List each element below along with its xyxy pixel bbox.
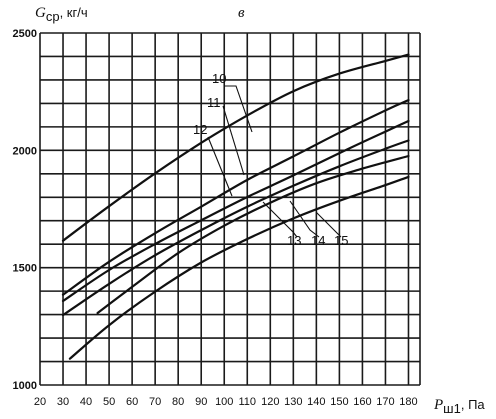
y-tick-label: 2000 xyxy=(13,145,37,157)
y-tick-label: 1000 xyxy=(13,380,37,392)
series-curve-11 xyxy=(61,99,410,296)
y-tick-label: 1500 xyxy=(13,263,37,275)
x-tick-label: 70 xyxy=(149,396,161,408)
y-tick-label: 2500 xyxy=(13,28,37,40)
series-leader-12 xyxy=(207,136,233,197)
y-axis-label: Gср, кг/ч xyxy=(35,5,88,24)
x-tick-label: 80 xyxy=(172,396,184,408)
series-label-12: 12 xyxy=(193,122,207,137)
x-axis-label: Pш1, Па xyxy=(433,397,485,416)
x-tick-label: 130 xyxy=(284,396,302,408)
series-label-11: 11 xyxy=(207,95,221,110)
x-tick-labels: 20 30 40 50 60 70 80 90 100 110 120 130 140 150 160 170… xyxy=(34,396,418,408)
x-tick-label: 90 xyxy=(195,396,207,408)
x-tick-label: 160 xyxy=(353,396,371,408)
series-leaders xyxy=(207,85,342,238)
x-tick-label: 120 xyxy=(261,396,279,408)
x-tick-label: 50 xyxy=(103,396,115,408)
x-tick-label: 30 xyxy=(57,396,69,408)
series-curve-12 xyxy=(61,119,410,303)
series-label-15: 15 xyxy=(334,233,348,248)
x-tick-label: 20 xyxy=(34,396,46,408)
series-label-10: 10 xyxy=(212,71,226,86)
y-tick-labels: 1000 1500 2000 2500 xyxy=(13,28,37,392)
series-curve-15 xyxy=(68,175,410,360)
series-leader-10 xyxy=(224,85,253,133)
x-tick-label: 110 xyxy=(238,396,256,408)
series-leader-13 xyxy=(262,201,298,238)
series-curves xyxy=(61,53,410,360)
series-label-14: 14 xyxy=(311,233,325,248)
x-tick-label: 170 xyxy=(376,396,394,408)
series-leader-15 xyxy=(315,211,342,238)
x-tick-label: 140 xyxy=(307,396,325,408)
x-tick-label: 100 xyxy=(215,396,233,408)
series-curve-14 xyxy=(96,154,410,315)
series-curve-10 xyxy=(61,53,410,242)
panel-label: в xyxy=(238,5,245,21)
series-leader-11 xyxy=(222,105,245,176)
series-leader-14 xyxy=(289,200,320,238)
x-tick-label: 60 xyxy=(126,396,138,408)
series-curve-13 xyxy=(61,139,410,317)
series-label-13: 13 xyxy=(287,233,301,248)
x-tick-label: 180 xyxy=(399,396,417,408)
x-tick-label: 150 xyxy=(330,396,348,408)
x-tick-label: 40 xyxy=(80,396,92,408)
